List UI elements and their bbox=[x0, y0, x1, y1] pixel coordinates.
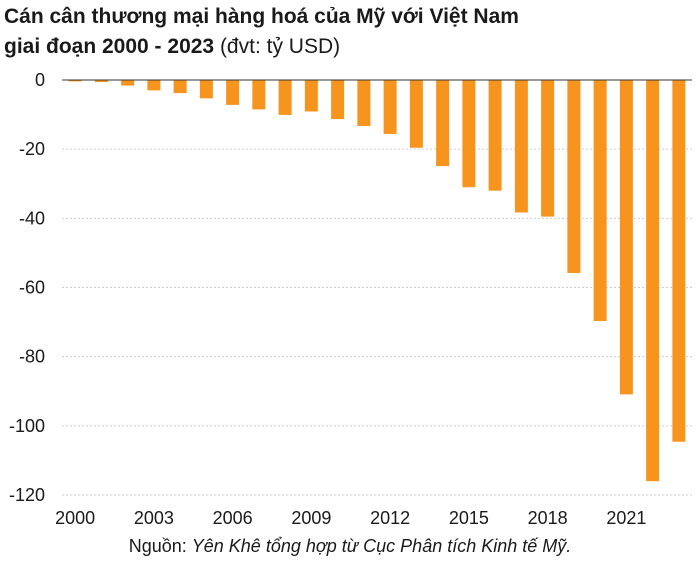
x-tick-label: 2021 bbox=[606, 508, 646, 528]
bar-2016 bbox=[488, 80, 502, 191]
x-tick-label: 2018 bbox=[528, 508, 568, 528]
x-tick-label: 2003 bbox=[134, 508, 174, 528]
source-text: Yên Khê tổng hợp từ Cục Phân tích Kinh t… bbox=[191, 536, 572, 556]
bar-2002 bbox=[121, 80, 135, 86]
bar-2010 bbox=[331, 80, 345, 120]
bar-chart: 0 -20 -40 -60 -80 -100 -120 2000 2003 2006 2009 201… bbox=[9, 70, 692, 528]
x-tick-label: 2009 bbox=[291, 508, 331, 528]
y-tick-label: 0 bbox=[35, 70, 45, 90]
y-tick-label: -20 bbox=[19, 139, 45, 159]
title-unit: (đvt: tỷ USD) bbox=[214, 35, 341, 58]
x-tick-label: 2006 bbox=[213, 508, 253, 528]
bar-2020 bbox=[593, 80, 607, 322]
bar-2015 bbox=[462, 80, 476, 188]
title-period: giai đoạn 2000 - 2023 bbox=[4, 35, 215, 58]
title-line-2: giai đoạn 2000 - 2023 (đvt: tỷ USD) bbox=[4, 32, 519, 62]
bar-2023 bbox=[672, 80, 686, 442]
bar-2011 bbox=[357, 80, 371, 126]
bar-2019 bbox=[567, 80, 581, 273]
bar-2007 bbox=[252, 80, 266, 110]
x-tick-label: 2015 bbox=[449, 508, 489, 528]
bar-2003 bbox=[147, 80, 161, 91]
y-tick-label: -80 bbox=[19, 347, 45, 367]
y-tick-label: -100 bbox=[9, 416, 45, 436]
y-tick-label: -120 bbox=[9, 485, 45, 505]
bar-2022 bbox=[646, 80, 660, 482]
bar-2013 bbox=[409, 80, 423, 148]
chart-title: Cán cân thương mại hàng hoá của Mỹ với V… bbox=[4, 2, 519, 62]
y-tick-label: -60 bbox=[19, 278, 45, 298]
bar-2021 bbox=[619, 80, 633, 395]
bar-2001 bbox=[94, 80, 108, 83]
bar-2018 bbox=[541, 80, 555, 217]
bar-2006 bbox=[226, 80, 240, 105]
title-line-1: Cán cân thương mại hàng hoá của Mỹ với V… bbox=[4, 5, 519, 28]
x-tick-label: 2000 bbox=[55, 508, 95, 528]
bar-2009 bbox=[304, 80, 318, 112]
source-prefix: Nguồn: bbox=[128, 536, 192, 556]
bar-2004 bbox=[173, 80, 187, 94]
bar-2012 bbox=[383, 80, 397, 134]
bar-2000 bbox=[68, 80, 82, 82]
source-note: Nguồn: Yên Khê tổng hợp từ Cục Phân tích… bbox=[0, 536, 700, 557]
bar-2014 bbox=[436, 80, 450, 167]
bar-2005 bbox=[199, 80, 213, 99]
bar-2008 bbox=[278, 80, 292, 115]
y-tick-label: -40 bbox=[19, 208, 45, 228]
bar-2017 bbox=[514, 80, 528, 213]
x-tick-label: 2012 bbox=[370, 508, 410, 528]
